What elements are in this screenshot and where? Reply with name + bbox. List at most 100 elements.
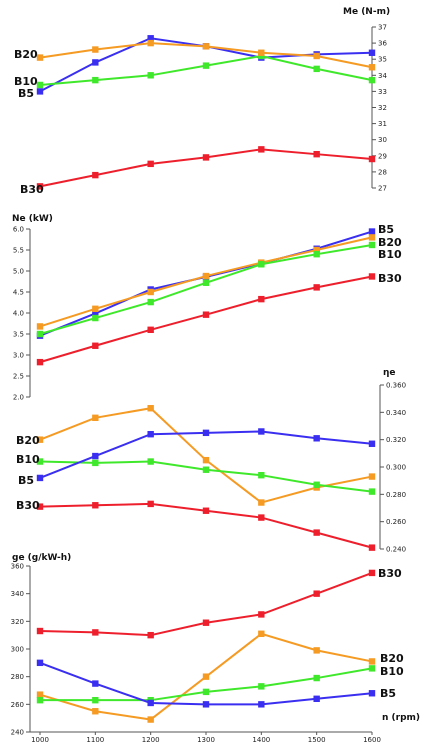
data-point	[313, 65, 320, 73]
data-point	[313, 590, 320, 597]
data-point	[202, 456, 210, 464]
data-point	[202, 311, 210, 318]
data-point	[147, 458, 154, 465]
series-line	[39, 661, 373, 706]
data-point	[92, 59, 99, 66]
data-point	[368, 665, 376, 672]
data-point	[36, 659, 44, 667]
data-point	[313, 695, 320, 702]
data-point	[36, 81, 44, 89]
data-point	[147, 39, 154, 47]
series-b20: B20	[36, 630, 404, 723]
data-point	[147, 716, 154, 723]
y-tick-label: 27	[378, 185, 387, 193]
y-tick-label: 340	[11, 590, 24, 598]
data-point	[368, 64, 376, 71]
data-point	[368, 569, 376, 577]
series-label: B5	[18, 474, 34, 487]
data-point	[36, 323, 44, 330]
data-point	[147, 35, 154, 42]
data-point	[202, 688, 210, 696]
data-point	[92, 305, 99, 312]
series-b20: B20	[14, 39, 376, 71]
y-tick-label: 32	[378, 104, 387, 112]
data-point	[92, 76, 99, 84]
data-point	[36, 627, 44, 635]
y-tick-label: 5.5	[13, 247, 24, 255]
y-tick-label: 300	[11, 646, 24, 654]
y-tick-label: 37	[378, 24, 387, 32]
data-point	[36, 88, 44, 95]
series-label: B30	[378, 272, 402, 285]
y-tick-label: 34	[378, 72, 387, 80]
series-label: B10	[378, 248, 402, 261]
data-point	[147, 405, 154, 412]
data-point	[258, 49, 265, 56]
panel-efficiency: 0.240 0.260 0.280 0.300 0.320 0.340 0.360 ηe B20…	[16, 368, 406, 554]
data-point	[92, 414, 99, 421]
data-point	[202, 507, 210, 514]
data-point	[368, 76, 376, 84]
y-tick-label: 4.0	[13, 310, 24, 318]
data-point	[202, 673, 210, 680]
data-point	[368, 658, 376, 665]
data-point	[313, 150, 320, 158]
data-point	[368, 690, 376, 697]
x-tick-label: 1200	[142, 736, 160, 742]
series-b10: B10	[36, 665, 404, 704]
data-point	[92, 171, 99, 179]
x-tick-label: 1500	[308, 736, 326, 742]
series-b5: B5	[18, 428, 376, 487]
series-b5: B5	[36, 223, 394, 339]
data-point	[147, 160, 154, 168]
y-axis-title: ge (g/kW-h)	[12, 553, 71, 563]
data-point	[258, 611, 265, 618]
series-label: B5	[18, 87, 34, 100]
series-b10: B10	[16, 453, 376, 495]
data-point	[313, 435, 320, 442]
data-point	[147, 326, 154, 333]
y-tick-label: 36	[378, 40, 387, 48]
y-tick-label: 0.240	[386, 546, 406, 554]
y-tick-label: 0.280	[386, 491, 406, 499]
data-point	[147, 298, 154, 306]
data-point	[202, 43, 210, 50]
x-tick-label: 1600	[363, 736, 381, 742]
y-tick-label: 35	[378, 56, 387, 64]
data-point	[92, 629, 99, 636]
data-point	[368, 49, 376, 56]
y-tick-label: 0.360	[386, 382, 406, 390]
data-point	[368, 440, 376, 447]
y-tick-label: 30	[378, 136, 387, 144]
y-tick-label: 4.5	[13, 289, 24, 297]
y-tick-label: 320	[11, 618, 24, 626]
x-axis-title: n (rpm)	[382, 713, 420, 723]
x-tick-label: 1400	[252, 736, 270, 742]
series-b10: B10	[36, 241, 402, 338]
y-tick-label: 0.320	[386, 436, 406, 444]
data-point	[92, 708, 99, 715]
data-point	[92, 680, 99, 687]
series-b30: B30	[16, 499, 376, 551]
data-point	[313, 251, 320, 258]
panel-power: 2.02.53.03.54.04.55.05.56.0Ne (kW)B5B20B…	[12, 214, 402, 402]
data-point	[258, 428, 265, 435]
series-label: B20	[378, 236, 402, 249]
data-point	[368, 234, 376, 241]
data-point	[202, 701, 210, 708]
series-b10: B10	[14, 52, 376, 89]
y-tick-label: 31	[378, 120, 387, 128]
series-label: B10	[14, 75, 38, 88]
series-label: B30	[16, 499, 40, 512]
data-point	[92, 452, 99, 460]
y-tick-label: 3.5	[13, 331, 24, 339]
data-point	[147, 431, 154, 438]
data-point	[92, 502, 99, 509]
y-tick-label: 33	[378, 88, 387, 96]
series-line	[40, 667, 373, 702]
y-tick-label: 3.0	[13, 352, 24, 360]
data-point	[92, 696, 99, 704]
data-point	[92, 459, 99, 467]
